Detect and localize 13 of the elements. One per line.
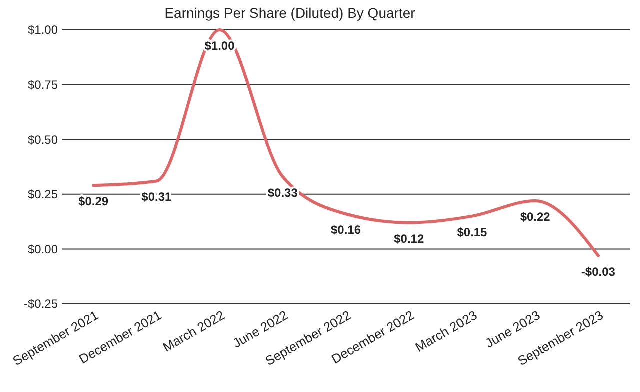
y-tick-label: $0.00 [28, 242, 58, 256]
data-label: $0.15 [457, 225, 488, 240]
data-label: $0.16 [330, 223, 362, 238]
data-label: -$0.03 [581, 264, 616, 279]
data-label: $0.29 [78, 194, 109, 209]
chart-title: Earnings Per Share (Diluted) By Quarter [164, 5, 416, 21]
data-label: $0.12 [394, 232, 424, 246]
y-tick-label: $0.75 [28, 78, 58, 92]
y-tick-label: $0.50 [28, 132, 58, 147]
data-label: $0.22 [520, 210, 551, 224]
y-tick-label: -$0.25 [24, 297, 58, 312]
y-tick-label: $0.25 [28, 188, 58, 202]
y-tick-label: $1.00 [28, 23, 58, 38]
